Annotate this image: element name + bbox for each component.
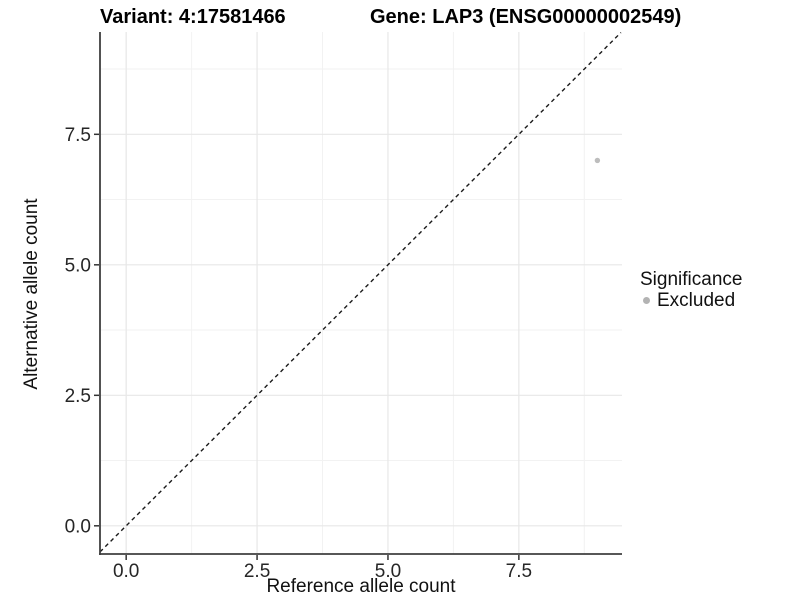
gene-title: Gene: LAP3 (ENSG00000002549) bbox=[370, 6, 682, 28]
x-axis-title: Reference allele count bbox=[266, 576, 456, 597]
legend-title: Significance bbox=[640, 269, 743, 290]
y-tick-label: 2.5 bbox=[65, 386, 91, 407]
x-tick-label: 7.5 bbox=[506, 561, 532, 582]
legend-entry-label: Excluded bbox=[657, 290, 736, 311]
legend-entry-excluded: Excluded bbox=[638, 290, 742, 311]
data-point bbox=[594, 157, 601, 164]
excluded-point-icon bbox=[643, 297, 650, 304]
identity-dashed-line bbox=[99, 32, 622, 553]
y-tick-label: 5.0 bbox=[65, 255, 91, 276]
y-tick-label: 7.5 bbox=[65, 125, 91, 146]
x-tick-label: 0.0 bbox=[113, 561, 139, 582]
variant-title: Variant: 4:17581466 bbox=[100, 6, 286, 28]
x-tick-label: 2.5 bbox=[244, 561, 270, 582]
x-tick-label: 5.0 bbox=[375, 561, 401, 582]
legend: Significance Excluded bbox=[638, 269, 742, 311]
y-tick-label: 0.0 bbox=[65, 516, 91, 537]
